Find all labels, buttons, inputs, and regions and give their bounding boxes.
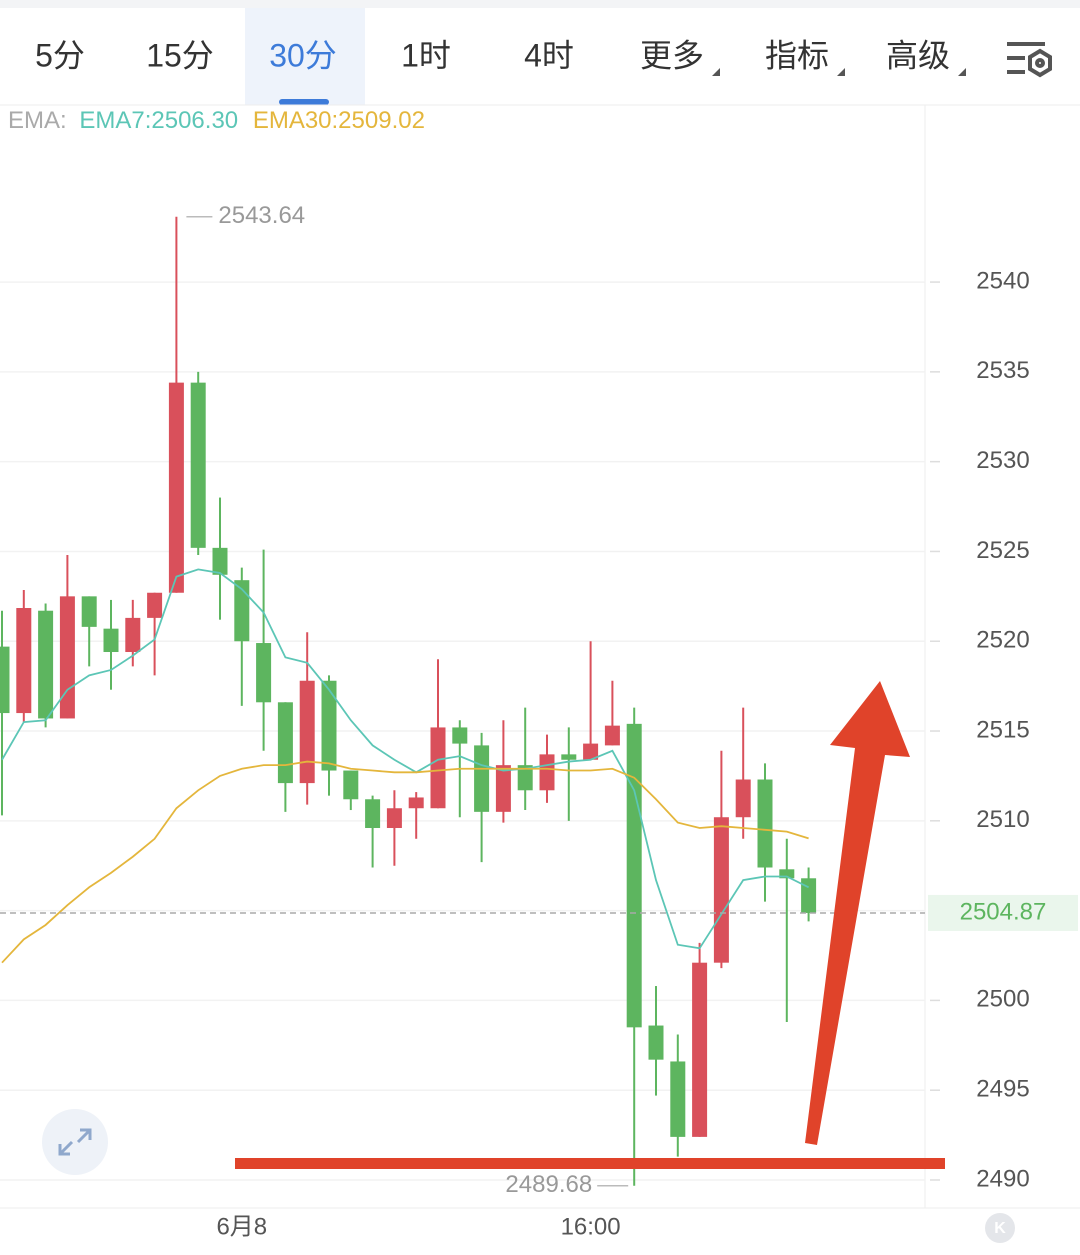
- k-button-icon: K: [994, 1220, 1006, 1237]
- grid: 2490249525002505251025152520252525302535…: [0, 267, 1030, 1240]
- settings-icon[interactable]: [1007, 42, 1052, 78]
- expand-button[interactable]: [42, 1109, 108, 1175]
- candle-body: [299, 680, 315, 784]
- candle-body: [648, 1025, 664, 1060]
- candle-body: [365, 799, 381, 829]
- candle-body: [168, 382, 184, 593]
- candle-body: [190, 382, 206, 548]
- candle-body: [779, 869, 795, 879]
- y-tick-label: 2520: [976, 627, 1029, 654]
- candle-body: [474, 745, 490, 812]
- y-tick-label: 2525: [976, 537, 1029, 564]
- k-button[interactable]: [985, 1213, 1015, 1243]
- x-tick-label: 6月8: [216, 1213, 267, 1240]
- candle-body: [125, 617, 141, 653]
- candle-body: [430, 727, 446, 809]
- legend-entry: EMA30:2509.02: [253, 107, 425, 134]
- candle-body: [517, 765, 533, 791]
- ema-line: [1, 568, 809, 950]
- max-label: 2543.64: [218, 202, 305, 229]
- candle-body: [626, 723, 642, 1028]
- tab[interactable]: 4时: [524, 37, 574, 73]
- candle-body: [539, 754, 555, 791]
- indicator-label: EMA:: [8, 107, 67, 134]
- tab[interactable]: 30分: [269, 37, 337, 73]
- y-tick-label: 2490: [976, 1165, 1029, 1192]
- candle-body: [452, 727, 468, 744]
- y-tick-label: 2510: [976, 806, 1029, 833]
- last-price-box: [928, 894, 1078, 931]
- last-price-label: 2504.87: [960, 898, 1047, 925]
- candle-body: [801, 878, 817, 913]
- candle-body: [59, 596, 75, 719]
- candle-body: [81, 596, 97, 627]
- candle-body: [692, 962, 708, 1137]
- candle-body: [256, 643, 272, 703]
- overlay: 2543.64 2489.68 2504.87: [0, 202, 1078, 1198]
- support-line-annotation: [235, 1158, 945, 1169]
- y-tick-label: 2500: [976, 986, 1029, 1013]
- candle-body: [757, 779, 773, 868]
- candle-body: [103, 628, 119, 653]
- candle-body: [16, 608, 32, 714]
- y-tick-label: 2540: [976, 267, 1029, 294]
- indicator-legend: EMA: EMA7:2506.30 EMA30:2509.02: [8, 107, 425, 134]
- tab[interactable]: 1时: [401, 37, 451, 73]
- candle-body: [38, 610, 54, 719]
- tab[interactable]: 高级: [886, 37, 950, 73]
- candle-body: [495, 765, 511, 812]
- tab[interactable]: 15分: [146, 37, 214, 73]
- ema-line: [1, 760, 809, 964]
- candle-body: [408, 797, 424, 809]
- x-tick-label: 16:00: [561, 1213, 621, 1240]
- candle-body: [735, 779, 751, 818]
- toolbar: 5分 15分 30分 1时 4时 更多 指标 高级: [35, 8, 966, 105]
- dropdown-caret: [837, 68, 845, 76]
- plot: [0, 216, 817, 1186]
- y-tick-label: 2530: [976, 447, 1029, 474]
- tab[interactable]: 5分: [35, 37, 85, 73]
- min-label: 2489.68: [505, 1171, 592, 1198]
- legend-entry: EMA7:2506.30: [79, 107, 238, 134]
- active-tab-indicator: [279, 99, 329, 105]
- candle-body: [386, 808, 402, 829]
- status-strip: [0, 0, 1080, 8]
- candle-body: [0, 646, 10, 714]
- dropdown-caret: [958, 68, 966, 76]
- candle-body: [604, 725, 620, 746]
- y-tick-label: 2515: [976, 716, 1029, 743]
- candle-body: [321, 680, 337, 771]
- candle-body: [670, 1061, 686, 1137]
- candle-body: [212, 547, 228, 575]
- candle-body: [234, 580, 250, 642]
- y-tick-label: 2495: [976, 1076, 1029, 1103]
- candle-body: [147, 592, 163, 618]
- tab[interactable]: 指标: [765, 37, 829, 73]
- tab[interactable]: 更多: [640, 37, 704, 73]
- candle-body: [343, 770, 359, 800]
- candle-body: [277, 702, 293, 784]
- y-tick-label: 2535: [976, 357, 1029, 384]
- candle-body: [713, 817, 729, 963]
- expand-icon: [58, 1128, 92, 1156]
- candle-body: [561, 754, 577, 760]
- active-tab-bg: [245, 8, 365, 105]
- dropdown-caret: [712, 68, 720, 76]
- up-arrow-annotation: [805, 681, 910, 1145]
- candle-body: [583, 743, 599, 760]
